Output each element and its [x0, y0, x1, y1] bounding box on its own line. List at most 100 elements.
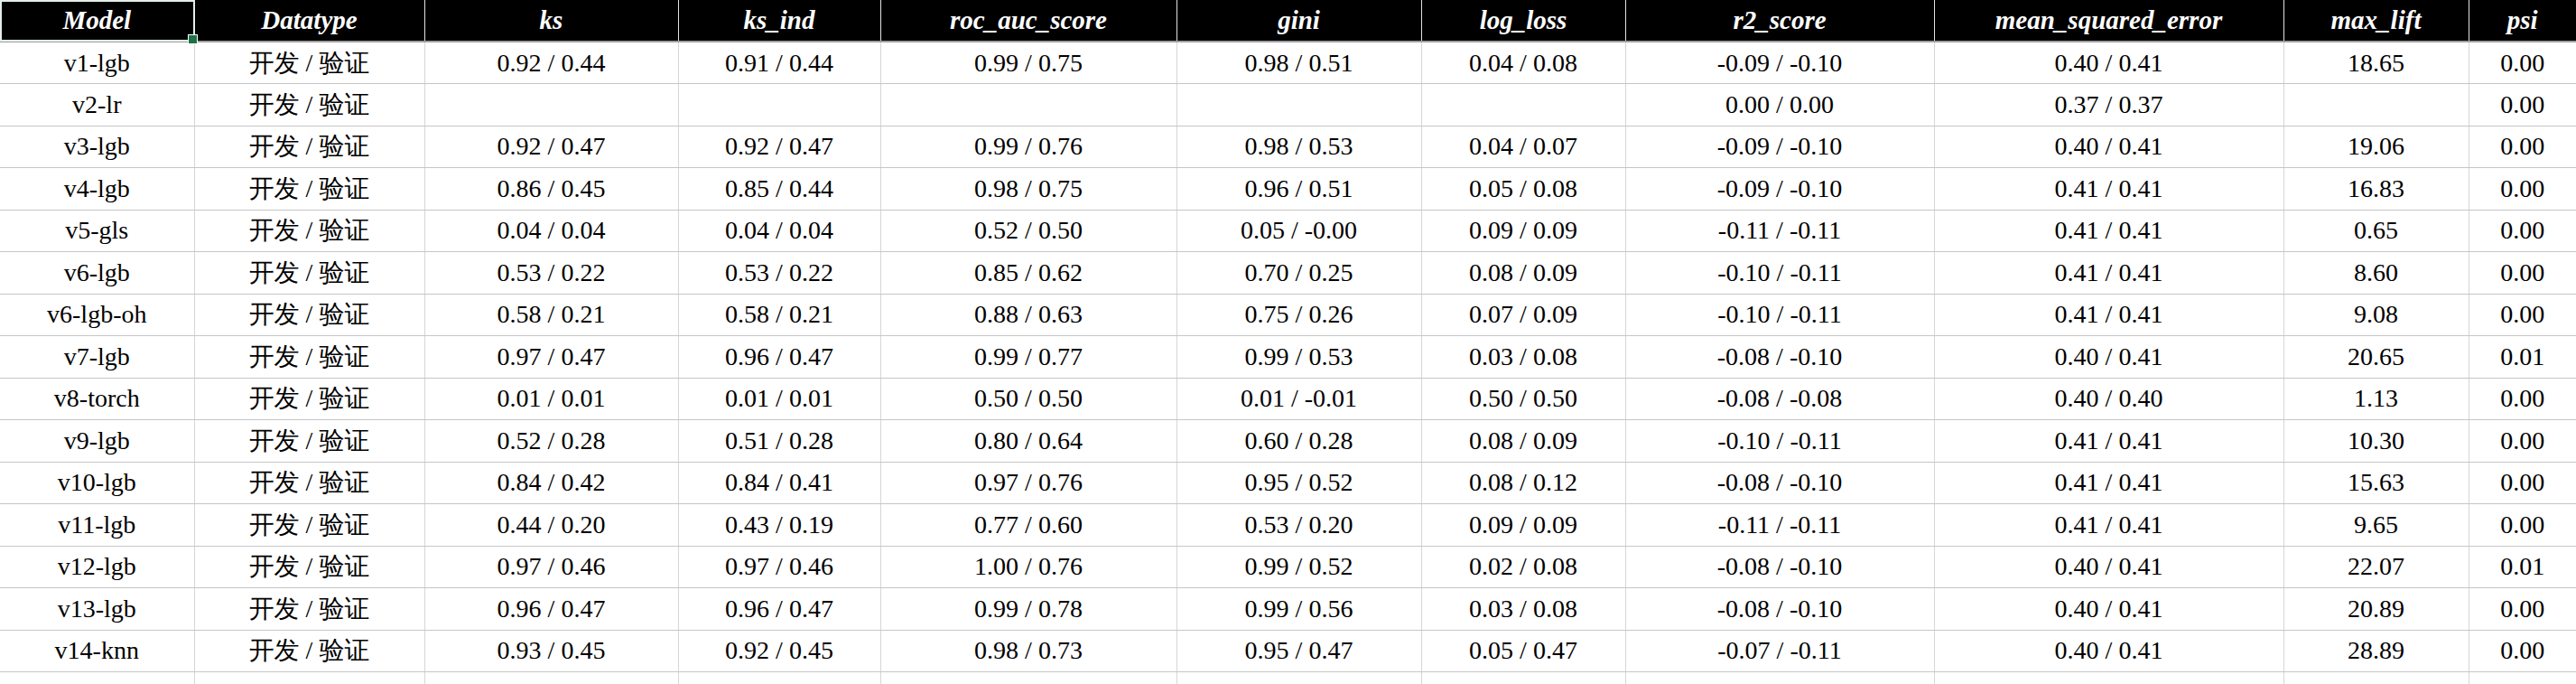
cell-v9-lgb-roc_auc_score[interactable]: 0.80 / 0.64 [880, 420, 1176, 463]
cell-v7-lgb-roc_auc_score[interactable]: 0.99 / 0.77 [880, 336, 1176, 379]
cell-v5-gls-r2_score[interactable]: -0.11 / -0.11 [1625, 210, 1934, 252]
cell-v12-lgb-ks[interactable]: 0.97 / 0.46 [424, 546, 678, 588]
cell-v12-lgb-gini[interactable]: 0.99 / 0.52 [1176, 546, 1421, 588]
cell-v1-lgb-log_loss[interactable]: 0.04 / 0.08 [1421, 42, 1625, 84]
cell-v1-lgb-gini[interactable]: 0.98 / 0.51 [1176, 42, 1421, 84]
cell-v6-lgb-oh-ks[interactable]: 0.58 / 0.21 [424, 294, 678, 336]
cell-v10-lgb-psi[interactable]: 0.00 [2469, 462, 2576, 504]
cell-v10-lgb-r2_score[interactable]: -0.08 / -0.10 [1625, 462, 1934, 504]
cell-v10-lgb-log_loss[interactable]: 0.08 / 0.12 [1421, 462, 1625, 504]
cell-v6-lgb-roc_auc_score[interactable]: 0.85 / 0.62 [880, 252, 1176, 295]
column-header-roc_auc_score[interactable]: roc_auc_score [880, 0, 1176, 42]
cell-v11-lgb-model[interactable]: v11-lgb [0, 504, 194, 547]
cell-v1-lgb-ks[interactable]: 0.92 / 0.44 [424, 42, 678, 84]
cell-v1-lgb-psi[interactable]: 0.00 [2469, 42, 2576, 84]
cell-v12-lgb-r2_score[interactable]: -0.08 / -0.10 [1625, 546, 1934, 588]
cell-v2-lr-ks_ind[interactable] [678, 84, 880, 126]
column-header-psi[interactable]: psi [2469, 0, 2576, 42]
cell-v12-lgb-mean_squared_error[interactable]: 0.40 / 0.41 [1934, 546, 2283, 588]
cell-v3-lgb-ks[interactable]: 0.92 / 0.47 [424, 126, 678, 168]
cell-v11-lgb-max_lift[interactable]: 9.65 [2283, 504, 2469, 547]
cell-v13-lgb-ks[interactable]: 0.96 / 0.47 [424, 588, 678, 631]
cell-v3-lgb-roc_auc_score[interactable]: 0.99 / 0.76 [880, 126, 1176, 168]
cell-v8-torch-log_loss[interactable]: 0.50 / 0.50 [1421, 378, 1625, 420]
column-header-log_loss[interactable]: log_loss [1421, 0, 1625, 42]
cell-v1-lgb-mean_squared_error[interactable]: 0.40 / 0.41 [1934, 42, 2283, 84]
cell-v13-lgb-log_loss[interactable]: 0.03 / 0.08 [1421, 588, 1625, 631]
cell-v2-lr-gini[interactable] [1176, 84, 1421, 126]
cell-v7-lgb-max_lift[interactable]: 20.65 [2283, 336, 2469, 379]
cell-v14-knn-gini[interactable]: 0.95 / 0.47 [1176, 630, 1421, 672]
cell-v1-lgb-ks_ind[interactable]: 0.91 / 0.44 [678, 42, 880, 84]
cell-v14-knn-mean_squared_error[interactable]: 0.40 / 0.41 [1934, 630, 2283, 672]
cell-v3-lgb-gini[interactable]: 0.98 / 0.53 [1176, 126, 1421, 168]
cell-v14-knn-psi[interactable]: 0.00 [2469, 630, 2576, 672]
cell-v13-lgb-datatype[interactable]: 开发 / 验证 [194, 588, 424, 631]
cell-v7-lgb-psi[interactable]: 0.01 [2469, 336, 2576, 379]
cell-v14-knn-max_lift[interactable]: 28.89 [2283, 630, 2469, 672]
cell-v11-lgb-gini[interactable]: 0.53 / 0.20 [1176, 504, 1421, 547]
cell-v12-lgb-psi[interactable]: 0.01 [2469, 546, 2576, 588]
cell-v6-lgb-model[interactable]: v6-lgb [0, 252, 194, 295]
empty-cell-max_lift[interactable] [2283, 672, 2469, 684]
cell-v10-lgb-model[interactable]: v10-lgb [0, 462, 194, 504]
cell-v9-lgb-psi[interactable]: 0.00 [2469, 420, 2576, 463]
cell-v12-lgb-log_loss[interactable]: 0.02 / 0.08 [1421, 546, 1625, 588]
cell-v1-lgb-model[interactable]: v1-lgb [0, 42, 194, 84]
cell-v2-lr-max_lift[interactable] [2283, 84, 2469, 126]
cell-v14-knn-log_loss[interactable]: 0.05 / 0.47 [1421, 630, 1625, 672]
cell-v6-lgb-r2_score[interactable]: -0.10 / -0.11 [1625, 252, 1934, 295]
cell-v8-torch-r2_score[interactable]: -0.08 / -0.08 [1625, 378, 1934, 420]
cell-v5-gls-gini[interactable]: 0.05 / -0.00 [1176, 210, 1421, 252]
cell-v2-lr-roc_auc_score[interactable] [880, 84, 1176, 126]
cell-v7-lgb-gini[interactable]: 0.99 / 0.53 [1176, 336, 1421, 379]
cell-v5-gls-roc_auc_score[interactable]: 0.52 / 0.50 [880, 210, 1176, 252]
empty-cell-ks_ind[interactable] [678, 672, 880, 684]
cell-v5-gls-mean_squared_error[interactable]: 0.41 / 0.41 [1934, 210, 2283, 252]
cell-v14-knn-datatype[interactable]: 开发 / 验证 [194, 630, 424, 672]
cell-v13-lgb-r2_score[interactable]: -0.08 / -0.10 [1625, 588, 1934, 631]
cell-v12-lgb-datatype[interactable]: 开发 / 验证 [194, 546, 424, 588]
cell-v6-lgb-datatype[interactable]: 开发 / 验证 [194, 252, 424, 295]
cell-v5-gls-model[interactable]: v5-gls [0, 210, 194, 252]
column-header-gini[interactable]: gini [1176, 0, 1421, 42]
cell-v8-torch-roc_auc_score[interactable]: 0.50 / 0.50 [880, 378, 1176, 420]
cell-v5-gls-max_lift[interactable]: 0.65 [2283, 210, 2469, 252]
cell-v9-lgb-gini[interactable]: 0.60 / 0.28 [1176, 420, 1421, 463]
cell-v10-lgb-max_lift[interactable]: 15.63 [2283, 462, 2469, 504]
cell-v14-knn-r2_score[interactable]: -0.07 / -0.11 [1625, 630, 1934, 672]
cell-v6-lgb-max_lift[interactable]: 8.60 [2283, 252, 2469, 295]
cell-v10-lgb-ks[interactable]: 0.84 / 0.42 [424, 462, 678, 504]
cell-v6-lgb-gini[interactable]: 0.70 / 0.25 [1176, 252, 1421, 295]
empty-cell-psi[interactable] [2469, 672, 2576, 684]
cell-v10-lgb-gini[interactable]: 0.95 / 0.52 [1176, 462, 1421, 504]
cell-v14-knn-roc_auc_score[interactable]: 0.98 / 0.73 [880, 630, 1176, 672]
column-header-ks[interactable]: ks [424, 0, 678, 42]
cell-v6-lgb-psi[interactable]: 0.00 [2469, 252, 2576, 295]
cell-v3-lgb-mean_squared_error[interactable]: 0.40 / 0.41 [1934, 126, 2283, 168]
cell-v6-lgb-oh-roc_auc_score[interactable]: 0.88 / 0.63 [880, 294, 1176, 336]
cell-v5-gls-ks_ind[interactable]: 0.04 / 0.04 [678, 210, 880, 252]
cell-v2-lr-r2_score[interactable]: 0.00 / 0.00 [1625, 84, 1934, 126]
cell-v2-lr-psi[interactable]: 0.00 [2469, 84, 2576, 126]
cell-v6-lgb-oh-gini[interactable]: 0.75 / 0.26 [1176, 294, 1421, 336]
cell-v10-lgb-mean_squared_error[interactable]: 0.41 / 0.41 [1934, 462, 2283, 504]
column-header-max_lift[interactable]: max_lift [2283, 0, 2469, 42]
cell-v6-lgb-oh-datatype[interactable]: 开发 / 验证 [194, 294, 424, 336]
cell-v7-lgb-r2_score[interactable]: -0.08 / -0.10 [1625, 336, 1934, 379]
cell-v10-lgb-ks_ind[interactable]: 0.84 / 0.41 [678, 462, 880, 504]
empty-cell-datatype[interactable] [194, 672, 424, 684]
cell-v11-lgb-mean_squared_error[interactable]: 0.41 / 0.41 [1934, 504, 2283, 547]
cell-v11-lgb-log_loss[interactable]: 0.09 / 0.09 [1421, 504, 1625, 547]
cell-v3-lgb-datatype[interactable]: 开发 / 验证 [194, 126, 424, 168]
cell-v4-lgb-model[interactable]: v4-lgb [0, 168, 194, 211]
cell-v12-lgb-max_lift[interactable]: 22.07 [2283, 546, 2469, 588]
cell-v7-lgb-model[interactable]: v7-lgb [0, 336, 194, 379]
cell-v14-knn-ks_ind[interactable]: 0.92 / 0.45 [678, 630, 880, 672]
cell-v8-torch-psi[interactable]: 0.00 [2469, 378, 2576, 420]
empty-cell-r2_score[interactable] [1625, 672, 1934, 684]
cell-v1-lgb-r2_score[interactable]: -0.09 / -0.10 [1625, 42, 1934, 84]
cell-v3-lgb-log_loss[interactable]: 0.04 / 0.07 [1421, 126, 1625, 168]
cell-v2-lr-log_loss[interactable] [1421, 84, 1625, 126]
cell-v8-torch-ks[interactable]: 0.01 / 0.01 [424, 378, 678, 420]
